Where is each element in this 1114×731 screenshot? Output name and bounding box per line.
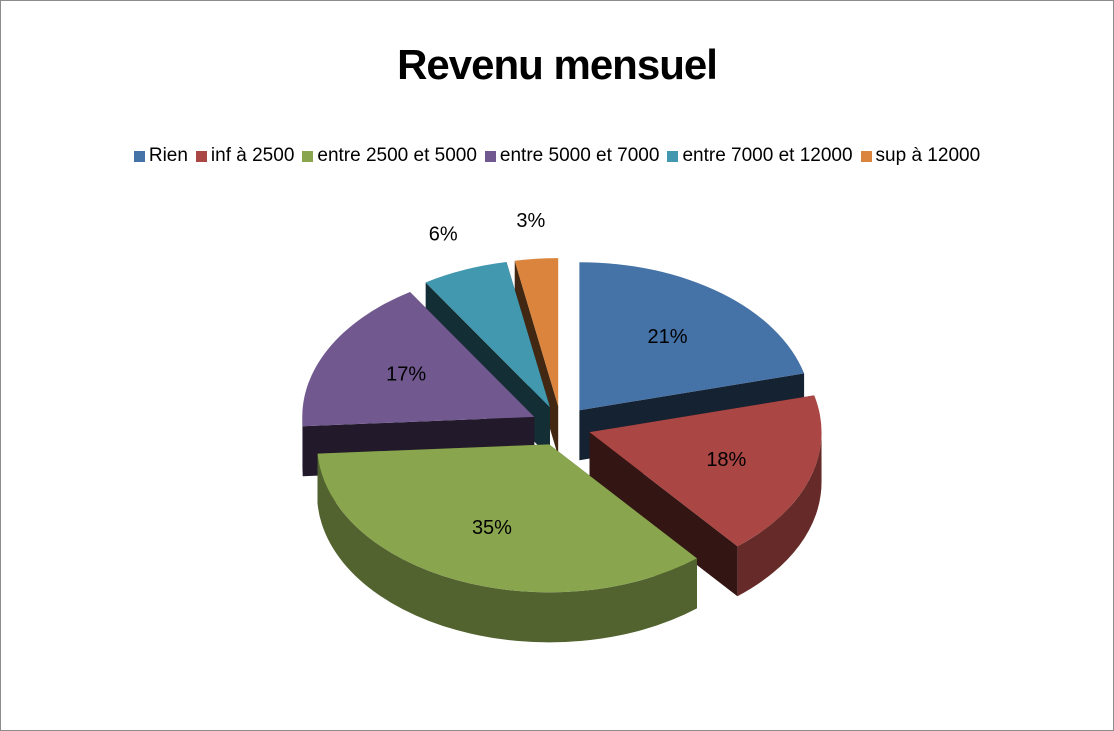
legend-label: Rien	[148, 145, 188, 166]
legend-item: Rien	[133, 145, 188, 167]
legend-swatch	[195, 150, 207, 162]
slice	[579, 262, 805, 411]
chart-title: Revenu mensuel	[397, 41, 718, 88]
slice-tops: 21% 18% 35% 17% 6% 3%	[302, 210, 822, 593]
slice-face	[589, 432, 738, 597]
slice	[302, 291, 535, 427]
slice	[514, 258, 559, 407]
slice	[589, 395, 822, 547]
data-label: 18%	[706, 449, 746, 471]
legend-item: entre 7000 et 12000	[667, 145, 853, 167]
legend-label: inf à 2500	[210, 145, 295, 166]
legend-swatch	[860, 150, 872, 162]
data-label: 21%	[648, 326, 688, 348]
legend-swatch	[302, 150, 314, 162]
legend-swatch	[133, 150, 145, 162]
legend-swatch	[667, 150, 679, 162]
legend-item: sup à 12000	[860, 145, 981, 167]
legend: Rien inf à 2500 entre 2500 et 5000 entre 50…	[1, 145, 1113, 167]
legend-swatch	[484, 150, 496, 162]
slice	[425, 262, 550, 408]
slice-wall	[737, 432, 822, 597]
slice-wall	[317, 453, 697, 643]
legend-item: inf à 2500	[195, 145, 295, 167]
legend-item: entre 2500 et 5000	[302, 145, 477, 167]
legend-label: entre 5000 et 7000	[499, 145, 660, 166]
data-label: 6%	[429, 224, 458, 246]
data-label: 3%	[516, 210, 545, 232]
data-label: 35%	[472, 517, 512, 539]
legend-label: entre 2500 et 5000	[317, 145, 477, 166]
data-label: 17%	[386, 364, 426, 386]
legend-label: sup à 12000	[875, 145, 981, 166]
slice	[317, 444, 697, 593]
legend-label: entre 7000 et 12000	[682, 145, 853, 166]
legend-item: entre 5000 et 7000	[484, 145, 660, 167]
